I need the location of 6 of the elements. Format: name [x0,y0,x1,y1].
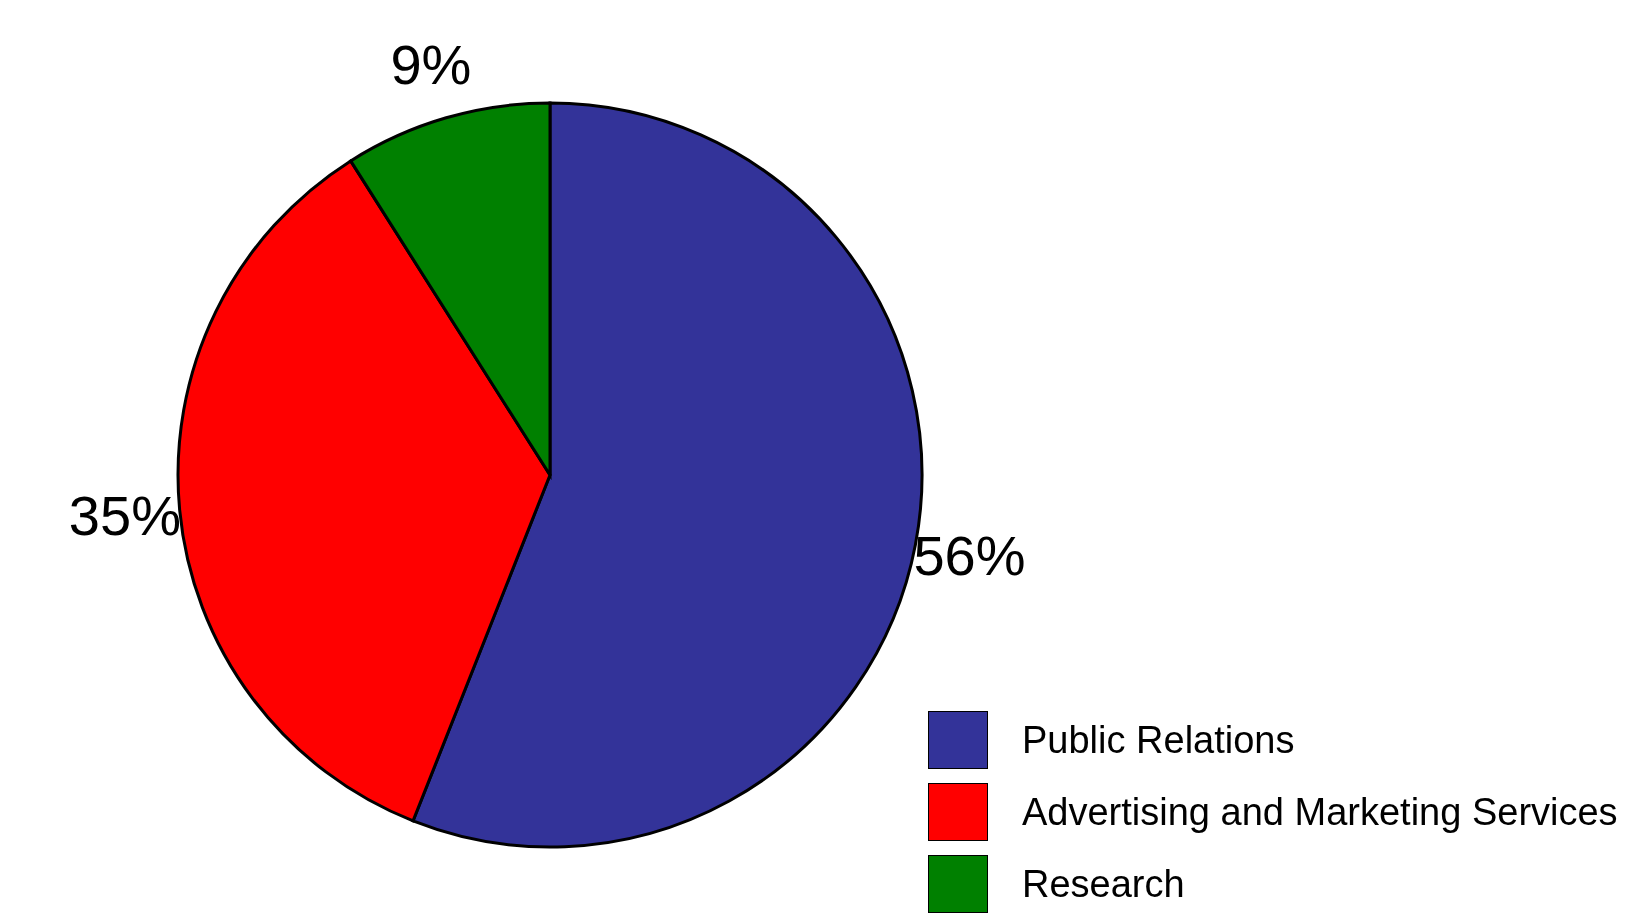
legend-label: Research [1022,862,1185,906]
data-label: 9% [390,33,472,97]
legend-label: Public Relations [1022,718,1295,762]
data-label: 56% [913,523,1026,587]
data-label: 35% [68,483,181,547]
legend-label: Advertising and Marketing Services [1022,790,1618,834]
